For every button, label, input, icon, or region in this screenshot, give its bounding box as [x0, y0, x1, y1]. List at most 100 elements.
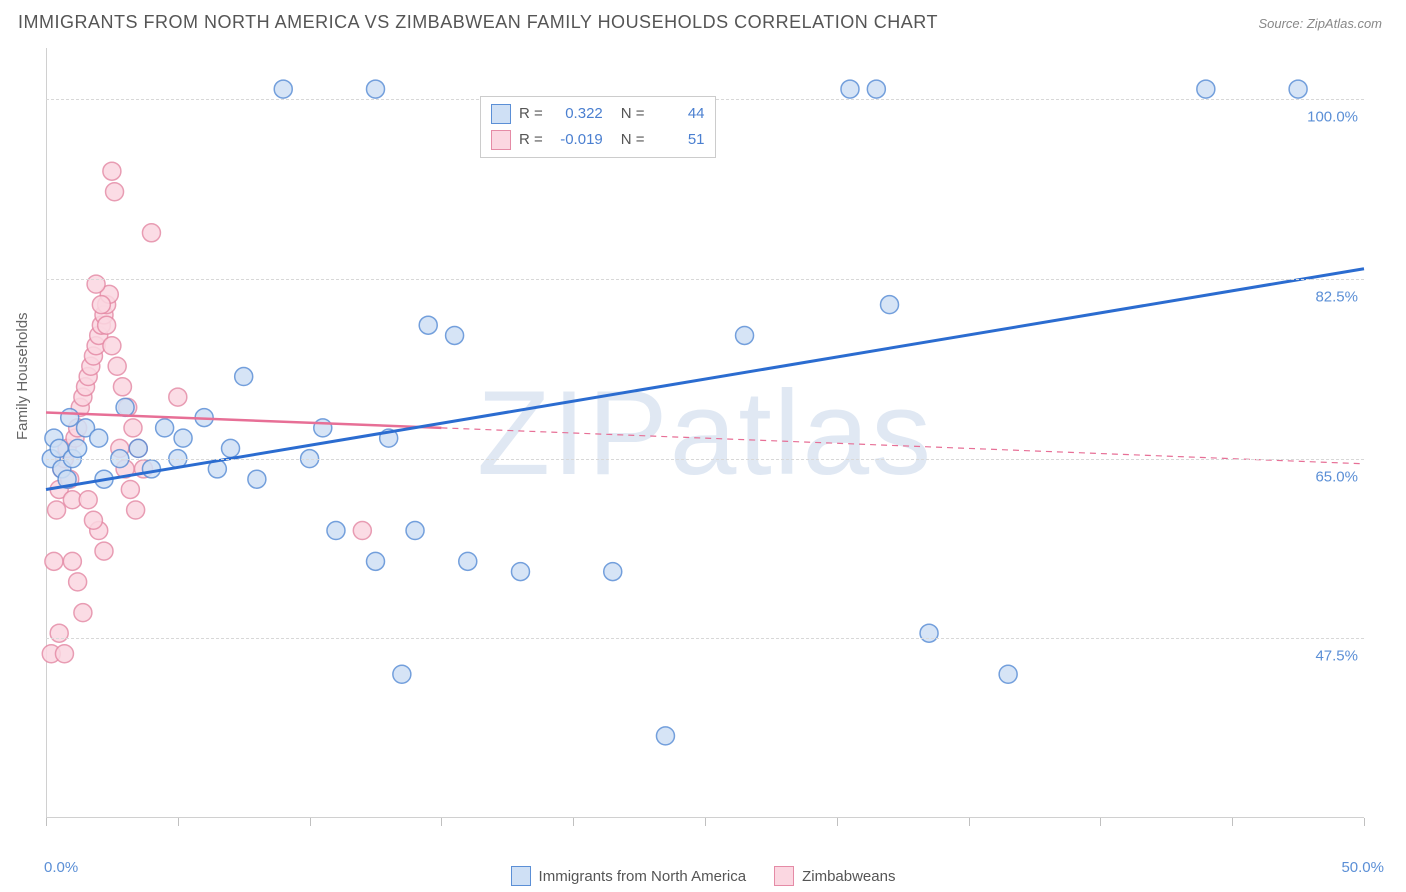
- n-label: N =: [621, 127, 645, 153]
- correlation-legend: R = 0.322 N = 44 R = -0.019 N = 51: [480, 96, 716, 158]
- data-point: [48, 501, 66, 519]
- data-point: [1289, 80, 1307, 98]
- grid-line: [46, 459, 1364, 460]
- data-point: [841, 80, 859, 98]
- x-tick: [441, 818, 442, 826]
- data-point: [881, 296, 899, 314]
- grid-line: [46, 638, 1364, 639]
- swatch-pink-icon: [491, 130, 511, 150]
- x-tick: [46, 818, 47, 826]
- legend-row-pink: R = -0.019 N = 51: [491, 127, 705, 153]
- swatch-blue-icon: [491, 104, 511, 124]
- data-point: [235, 368, 253, 386]
- data-point: [604, 563, 622, 581]
- scatter-svg: [46, 48, 1364, 818]
- r-value: -0.019: [551, 127, 603, 153]
- data-point: [98, 316, 116, 334]
- data-point: [867, 80, 885, 98]
- data-point: [511, 563, 529, 581]
- data-point: [55, 645, 73, 663]
- data-point: [999, 665, 1017, 683]
- data-point: [393, 665, 411, 683]
- y-tick-label: 100.0%: [1307, 109, 1358, 126]
- legend-label: Immigrants from North America: [539, 868, 747, 885]
- data-point: [353, 522, 371, 540]
- data-point: [248, 470, 266, 488]
- r-label: R =: [519, 127, 543, 153]
- data-point: [69, 573, 87, 591]
- trend-line: [46, 412, 441, 427]
- data-point: [103, 337, 121, 355]
- n-value: 51: [653, 127, 705, 153]
- grid-line: [46, 279, 1364, 280]
- data-point: [116, 398, 134, 416]
- x-tick: [1100, 818, 1101, 826]
- data-point: [45, 552, 63, 570]
- data-point: [367, 552, 385, 570]
- data-point: [69, 439, 87, 457]
- data-point: [1197, 80, 1215, 98]
- source-label: Source: ZipAtlas.com: [1258, 16, 1382, 31]
- data-point: [274, 80, 292, 98]
- data-point: [129, 439, 147, 457]
- y-tick-label: 65.0%: [1315, 468, 1358, 485]
- data-point: [90, 429, 108, 447]
- r-value: 0.322: [551, 101, 603, 127]
- data-point: [327, 522, 345, 540]
- data-point: [124, 419, 142, 437]
- legend-label: Zimbabweans: [802, 868, 895, 885]
- data-point: [419, 316, 437, 334]
- x-tick: [310, 818, 311, 826]
- data-point: [61, 409, 79, 427]
- data-point: [656, 727, 674, 745]
- y-tick-label: 47.5%: [1315, 648, 1358, 665]
- x-tick: [1232, 818, 1233, 826]
- series-legend: Immigrants from North America Zimbabwean…: [0, 866, 1406, 892]
- legend-item-pink: Zimbabweans: [774, 866, 895, 886]
- legend-item-blue: Immigrants from North America: [511, 866, 747, 886]
- data-point: [169, 388, 187, 406]
- r-label: R =: [519, 101, 543, 127]
- data-point: [459, 552, 477, 570]
- x-tick: [837, 818, 838, 826]
- data-point: [920, 624, 938, 642]
- y-tick-label: 82.5%: [1315, 289, 1358, 306]
- data-point: [106, 183, 124, 201]
- data-point: [142, 224, 160, 242]
- x-tick: [178, 818, 179, 826]
- data-point: [156, 419, 174, 437]
- x-tick: [705, 818, 706, 826]
- x-tick: [1364, 818, 1365, 826]
- data-point: [142, 460, 160, 478]
- data-point: [174, 429, 192, 447]
- data-point: [127, 501, 145, 519]
- data-point: [222, 439, 240, 457]
- chart-title: IMMIGRANTS FROM NORTH AMERICA VS ZIMBABW…: [18, 12, 938, 33]
- data-point: [95, 542, 113, 560]
- x-tick: [573, 818, 574, 826]
- swatch-pink-icon: [774, 866, 794, 886]
- data-point: [113, 378, 131, 396]
- data-point: [87, 275, 105, 293]
- plot-area: ZIPatlas R = 0.322 N = 44 R = -0.019 N =…: [46, 48, 1364, 818]
- y-axis-title: Family Households: [14, 312, 31, 440]
- data-point: [108, 357, 126, 375]
- data-point: [50, 624, 68, 642]
- data-point: [314, 419, 332, 437]
- data-point: [406, 522, 424, 540]
- data-point: [79, 491, 97, 509]
- legend-row-blue: R = 0.322 N = 44: [491, 101, 705, 127]
- data-point: [367, 80, 385, 98]
- swatch-blue-icon: [511, 866, 531, 886]
- x-tick: [969, 818, 970, 826]
- n-value: 44: [653, 101, 705, 127]
- data-point: [84, 511, 102, 529]
- data-point: [92, 296, 110, 314]
- data-point: [63, 552, 81, 570]
- data-point: [446, 326, 464, 344]
- n-label: N =: [621, 101, 645, 127]
- data-point: [121, 480, 139, 498]
- data-point: [74, 604, 92, 622]
- data-point: [103, 162, 121, 180]
- data-point: [736, 326, 754, 344]
